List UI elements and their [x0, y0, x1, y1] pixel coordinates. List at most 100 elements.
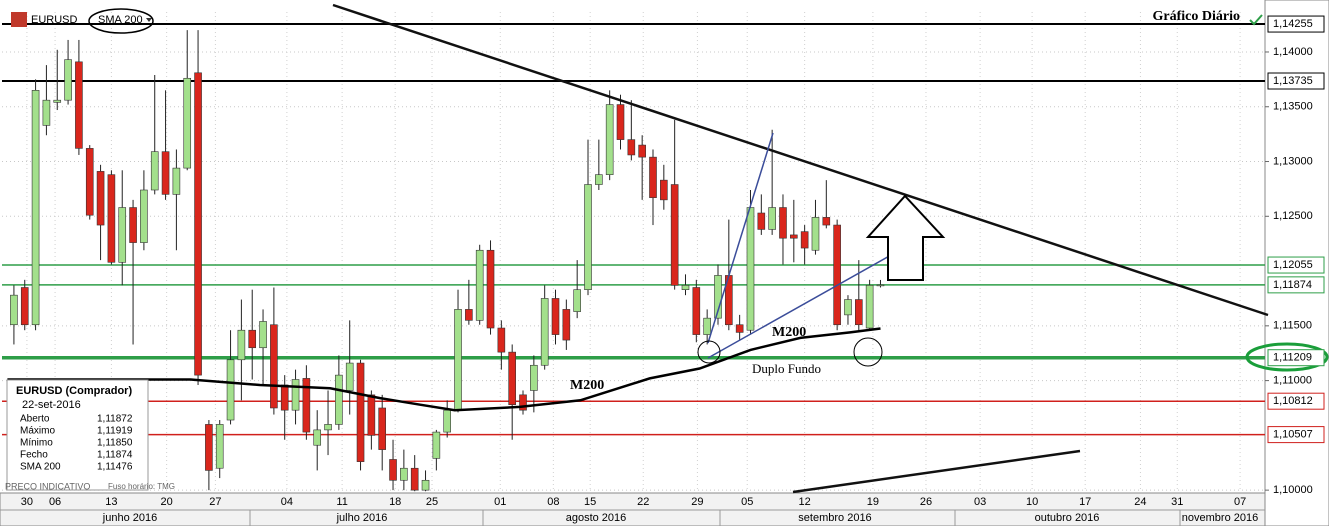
candle-body: [259, 321, 267, 349]
level-box: [1267, 72, 1325, 90]
candles-layer: [7, 30, 885, 492]
info-label: Mínimo: [20, 438, 53, 449]
candle-body: [172, 167, 181, 195]
x-tick-label: 08: [547, 496, 559, 508]
x-tick-label: 29: [691, 496, 703, 508]
x-tick-label: 20: [161, 496, 173, 508]
x-tick-label: 19: [867, 496, 879, 508]
info-value: 1,11850: [97, 438, 133, 449]
x-tick-label: 31: [1171, 496, 1183, 508]
candle-body: [205, 424, 213, 471]
candle-body: [757, 212, 766, 230]
candle-body: [486, 249, 495, 329]
candle-body: [627, 139, 636, 156]
check-icon: [1249, 14, 1263, 26]
info-label: Fecho: [20, 450, 48, 461]
up-arrow: [865, 194, 946, 281]
x-tick-label: 03: [974, 496, 986, 508]
candle-body: [811, 217, 820, 251]
bottom-circle: [853, 337, 883, 367]
candle-body: [161, 151, 170, 195]
candle-body: [389, 459, 397, 481]
level-box: [1267, 426, 1325, 444]
candle-body: [150, 151, 159, 191]
y-tick-label: 1,11500: [1273, 320, 1312, 332]
header: EURUSD SMA 200 Gráfico Diário: [11, 8, 1263, 34]
candle-body: [768, 207, 776, 230]
highlight-ellipse: [1245, 342, 1329, 372]
candle-body: [508, 351, 516, 405]
candle-body: [53, 99, 62, 103]
candle-body: [573, 289, 581, 312]
candle-body: [75, 61, 83, 149]
trendline: [332, 3, 1269, 317]
level-box: [1267, 15, 1325, 33]
candle-body: [421, 479, 430, 491]
x-tick-label: 15: [584, 496, 596, 508]
grid-layer: [2, 12, 1265, 492]
candle-body: [140, 189, 148, 243]
candle-body: [42, 99, 51, 126]
info-label: Máximo: [20, 426, 55, 437]
candle-body: [454, 309, 462, 411]
candle-body: [194, 72, 202, 376]
candle-body: [129, 207, 137, 243]
x-tick-label: 12: [799, 496, 811, 508]
x-tick-label: 05: [741, 496, 753, 508]
candle-body: [248, 329, 257, 349]
candle-body: [465, 309, 473, 321]
level-box: [1267, 349, 1325, 367]
candle-body: [714, 275, 722, 319]
info-date: 22-set-2016: [22, 399, 81, 411]
x-tick-label: 25: [426, 496, 438, 508]
annotation: M200: [570, 378, 604, 393]
candle-body: [876, 284, 885, 287]
level-label: 1,10812: [1273, 395, 1313, 407]
candle-body: [703, 317, 711, 335]
month-label: novembro 2016: [1182, 512, 1258, 524]
info-value: 1,11874: [97, 450, 133, 461]
candle-body: [443, 409, 451, 433]
level-label: 1,13735: [1273, 75, 1313, 87]
x-tick-label: 01: [494, 496, 506, 508]
x-tick-label: 30: [21, 496, 33, 508]
candle-body: [31, 90, 40, 326]
y-tick-label: 1,13500: [1273, 101, 1313, 113]
candle-body: [844, 299, 852, 316]
candle-body: [692, 287, 701, 335]
x-tick-label: 17: [1079, 496, 1091, 508]
symbol: EURUSD: [31, 14, 78, 26]
month-label: outubro 2016: [1035, 512, 1100, 524]
y-tick-label: 1,10000: [1273, 484, 1313, 496]
channel-line: [707, 132, 774, 344]
candle-body: [96, 171, 105, 226]
candle-body: [605, 104, 614, 175]
channel-line: [707, 249, 901, 359]
info-label: Aberto: [20, 414, 50, 425]
candle-body: [833, 224, 841, 326]
candle-body: [85, 148, 94, 216]
overlay-layer: M200 M200 Duplo Fundo: [332, 3, 1269, 494]
candle-body: [638, 144, 646, 158]
x-tick-label: 06: [49, 496, 61, 508]
level-label: 1,10507: [1273, 429, 1313, 441]
level-label: 1,14255: [1273, 18, 1313, 30]
chart-title: Gráfico Diário: [1153, 9, 1240, 24]
annotation: M200: [772, 325, 806, 340]
candle-body: [107, 174, 116, 263]
candle-body: [746, 207, 755, 331]
info-title: EURUSD (Comprador): [16, 385, 132, 397]
y-tick-label: 1,11000: [1273, 375, 1312, 387]
info-value: 1,11476: [97, 462, 133, 473]
month-label: agosto 2016: [566, 512, 627, 524]
x-tick-label: 07: [1234, 496, 1246, 508]
info-value: 1,11872: [97, 414, 133, 425]
trendline: [792, 449, 1081, 494]
info-panel: EURUSD (Comprador) 22-set-2016 Aberto 1,1…: [6, 379, 149, 491]
dropdown-icon[interactable]: [146, 18, 152, 22]
x-tick-label: 22: [637, 496, 649, 508]
x-tick-label: 26: [920, 496, 932, 508]
footer-timezone: Fuso horário: TMG: [108, 482, 175, 491]
candle-body: [302, 378, 311, 433]
